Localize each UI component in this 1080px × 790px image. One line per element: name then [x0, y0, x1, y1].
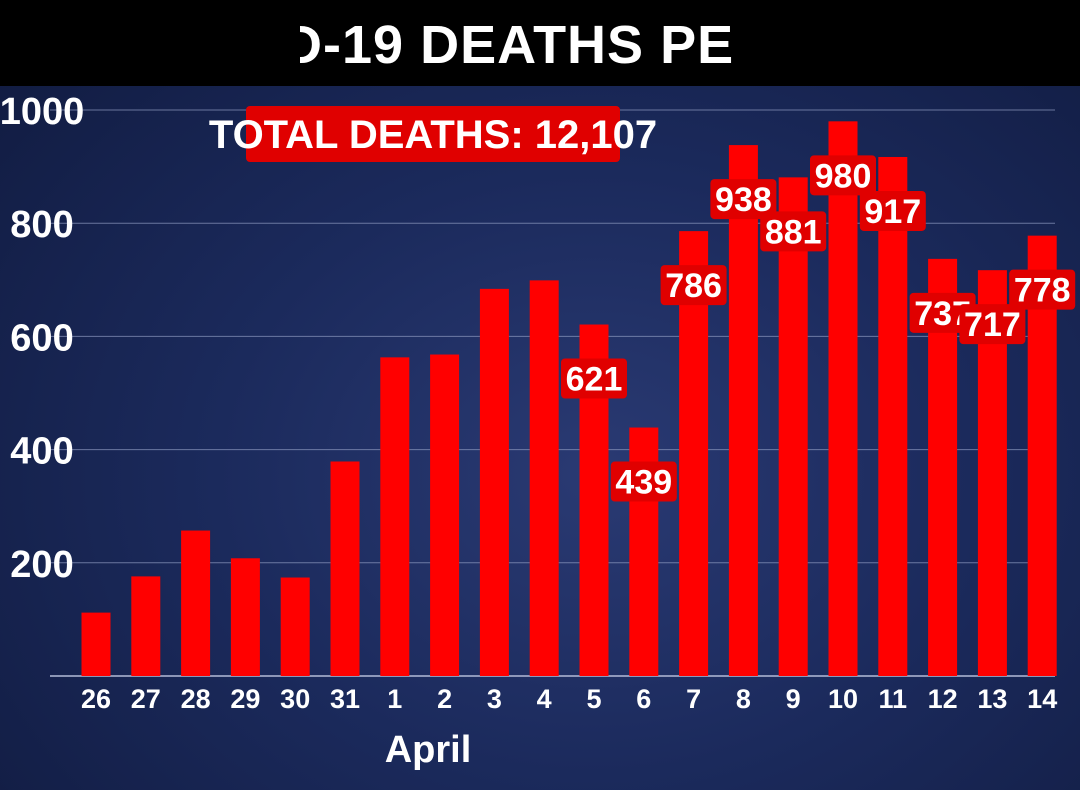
y-tick-label: 200	[10, 544, 73, 586]
x-tick-label: 14	[1027, 684, 1057, 714]
x-tick-label: 2	[437, 684, 452, 714]
data-label: 621	[566, 361, 623, 399]
bar	[878, 156, 908, 676]
y-tick-label: 1000	[0, 91, 84, 133]
y-tick-label: 600	[10, 317, 73, 359]
chart-title: VID-19 DEATHS PE	[300, 10, 778, 80]
x-tick-label: 31	[330, 684, 360, 714]
data-label-box	[561, 358, 627, 399]
data-label: 917	[864, 193, 921, 231]
data-label: 439	[615, 464, 672, 502]
total-deaths-box	[246, 106, 620, 162]
x-tick-label: 26	[81, 684, 111, 714]
x-tick-label: 8	[736, 684, 751, 714]
x-axis-label: April	[385, 729, 472, 771]
bar	[81, 612, 111, 676]
bar	[380, 357, 410, 676]
x-tick-label: 3	[487, 684, 502, 714]
data-label: 778	[1014, 272, 1071, 310]
bar	[230, 558, 260, 676]
bar	[679, 231, 709, 676]
x-tick-label: 12	[928, 684, 958, 714]
y-tick-label: 400	[10, 431, 73, 473]
title-bar: VID-19 DEATHS PE	[0, 0, 1080, 86]
bar	[479, 288, 509, 676]
x-tick-label: 11	[879, 684, 908, 714]
x-tick-label: 28	[181, 684, 211, 714]
x-tick-label: 10	[828, 684, 858, 714]
x-tick-label: 6	[636, 684, 651, 714]
bar	[728, 145, 758, 677]
x-tick-label: 5	[586, 684, 601, 714]
data-label-box	[959, 304, 1026, 345]
x-tick-label: 27	[131, 684, 161, 714]
bar	[131, 576, 161, 676]
data-label-box	[859, 190, 926, 231]
data-label-box	[760, 211, 827, 252]
data-label-box	[1009, 269, 1076, 310]
x-tick-label: 13	[977, 684, 1007, 714]
data-label: 717	[964, 306, 1021, 344]
x-tick-label: 1	[387, 684, 402, 714]
x-tick-label: 7	[686, 684, 701, 714]
total-deaths-label: TOTAL DEATHS: 12,107	[209, 113, 657, 157]
bar	[828, 121, 858, 676]
y-tick-label: 800	[10, 204, 73, 246]
chart-title-text: VID-19 DEATHS PE	[300, 15, 735, 75]
data-label-box	[710, 179, 777, 220]
x-tick-label: 30	[280, 684, 310, 714]
data-label: 786	[665, 267, 722, 305]
x-tick-label: 4	[537, 684, 552, 714]
bar	[778, 177, 808, 676]
data-label-box	[610, 461, 677, 502]
bar	[330, 461, 360, 676]
x-tick-label: 29	[230, 684, 260, 714]
bar	[529, 280, 559, 676]
bar	[181, 530, 211, 676]
data-label: 980	[815, 157, 872, 195]
bar	[280, 577, 310, 676]
bar	[430, 354, 460, 676]
data-label-box	[909, 292, 976, 333]
x-tick-label: 9	[786, 684, 801, 714]
data-label-box	[660, 265, 727, 306]
data-label-box	[810, 155, 876, 196]
data-label: 881	[765, 213, 822, 251]
